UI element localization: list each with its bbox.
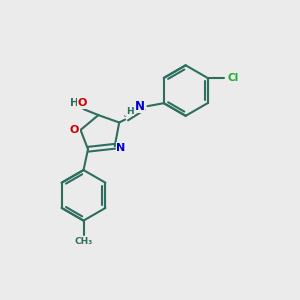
Text: Cl: Cl (227, 73, 238, 83)
Text: H: H (70, 99, 79, 109)
Text: CH₃: CH₃ (74, 238, 93, 247)
Text: O: O (76, 99, 85, 109)
Text: O: O (77, 98, 87, 108)
Text: H: H (70, 98, 79, 108)
Text: O: O (70, 125, 79, 135)
Text: N: N (116, 143, 125, 153)
Text: N: N (134, 100, 145, 113)
Text: H: H (126, 107, 134, 116)
